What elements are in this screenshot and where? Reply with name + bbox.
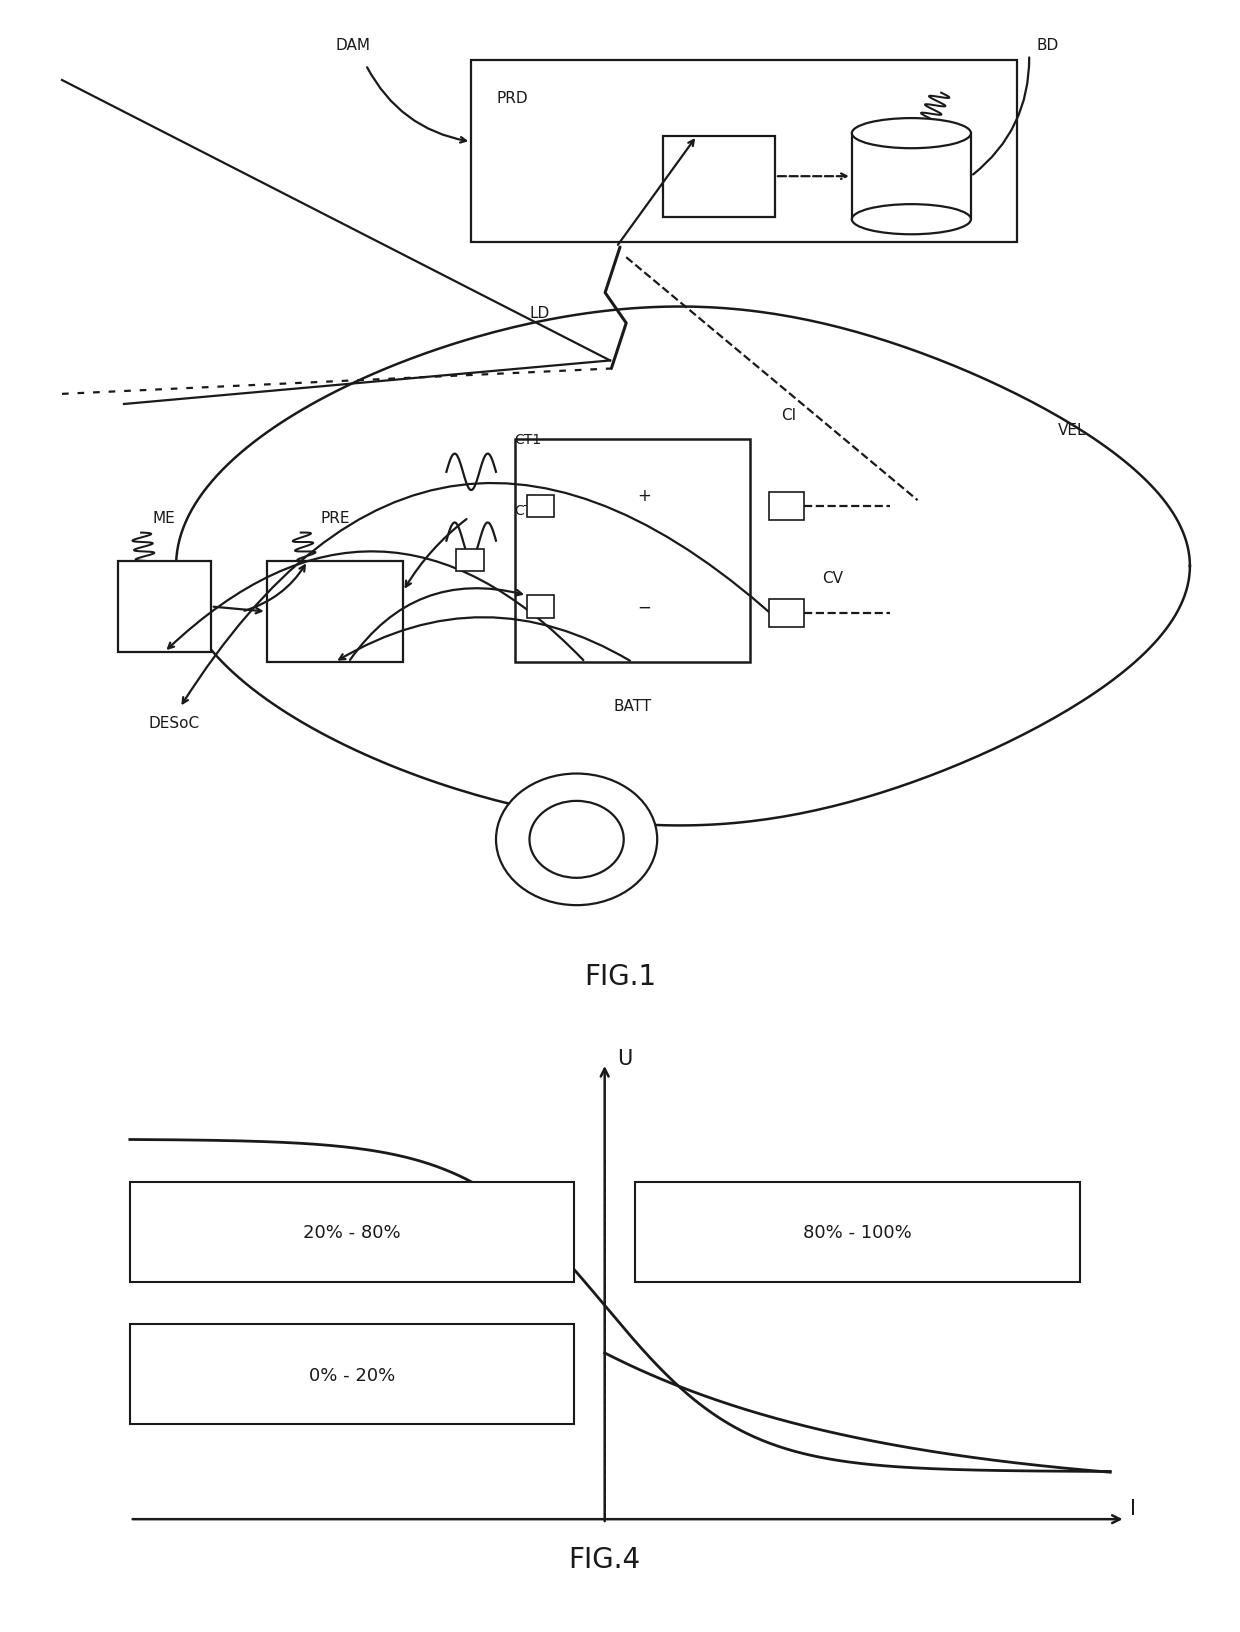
Text: 0% - 20%: 0% - 20% (309, 1366, 396, 1384)
FancyBboxPatch shape (852, 134, 971, 220)
Ellipse shape (852, 206, 971, 235)
FancyBboxPatch shape (769, 493, 804, 521)
Text: FIG.1: FIG.1 (584, 963, 656, 991)
Text: FIG.4: FIG.4 (569, 1546, 641, 1573)
FancyBboxPatch shape (515, 441, 750, 663)
Ellipse shape (852, 119, 971, 149)
Circle shape (529, 801, 624, 878)
FancyBboxPatch shape (663, 137, 775, 217)
FancyBboxPatch shape (527, 496, 554, 517)
FancyBboxPatch shape (130, 1182, 574, 1281)
Text: BATT: BATT (614, 698, 651, 713)
Text: CV: CV (822, 571, 843, 586)
FancyBboxPatch shape (118, 561, 211, 653)
FancyBboxPatch shape (130, 1325, 574, 1425)
Text: BD: BD (1037, 38, 1059, 52)
Text: VEL: VEL (1059, 423, 1086, 437)
Text: DAM: DAM (336, 38, 371, 52)
Text: LD: LD (529, 307, 549, 322)
Text: −: − (637, 597, 651, 617)
Text: PRD: PRD (496, 91, 528, 106)
Text: ME: ME (153, 511, 176, 526)
Text: I: I (1130, 1498, 1136, 1518)
FancyBboxPatch shape (267, 561, 403, 663)
Text: U: U (618, 1049, 632, 1069)
Circle shape (496, 774, 657, 906)
Text: DESoC: DESoC (148, 716, 200, 731)
FancyBboxPatch shape (527, 596, 554, 619)
Text: CT2: CT2 (515, 504, 542, 517)
Text: PRE: PRE (320, 511, 350, 526)
Text: CT1: CT1 (515, 432, 542, 447)
FancyBboxPatch shape (456, 550, 484, 571)
FancyBboxPatch shape (471, 60, 1017, 243)
FancyBboxPatch shape (635, 1182, 1080, 1281)
Text: +: + (637, 486, 651, 504)
FancyBboxPatch shape (769, 599, 804, 628)
Text: 20% - 80%: 20% - 80% (303, 1224, 401, 1242)
Text: 80% - 100%: 80% - 100% (804, 1224, 911, 1242)
Text: CI: CI (781, 408, 796, 423)
